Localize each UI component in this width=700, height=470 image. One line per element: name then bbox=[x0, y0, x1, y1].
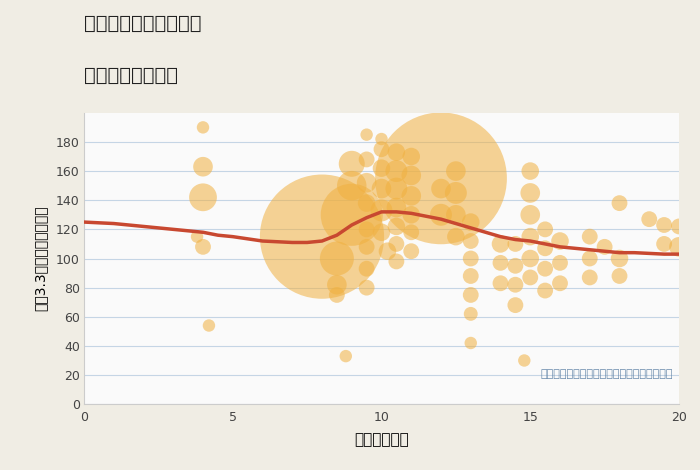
Point bbox=[525, 211, 536, 219]
Point bbox=[519, 357, 530, 364]
Point bbox=[316, 233, 328, 241]
Point bbox=[584, 233, 595, 241]
Point bbox=[346, 182, 357, 189]
Text: 円の大きさは、取引のあった物件面積を示す: 円の大きさは、取引のあった物件面積を示す bbox=[541, 369, 673, 379]
Point bbox=[406, 228, 417, 236]
Point bbox=[510, 301, 521, 309]
Point bbox=[361, 284, 372, 291]
Point bbox=[382, 247, 393, 255]
Point bbox=[465, 339, 476, 347]
Point bbox=[554, 237, 566, 245]
Point bbox=[673, 223, 685, 230]
Point bbox=[376, 135, 387, 143]
Point bbox=[361, 131, 372, 139]
Point bbox=[391, 204, 402, 212]
Y-axis label: 坪（3.3㎡）単価（万円）: 坪（3.3㎡）単価（万円） bbox=[34, 206, 48, 311]
Point bbox=[391, 167, 402, 175]
Point bbox=[540, 265, 551, 273]
Point bbox=[554, 280, 566, 287]
Point bbox=[376, 185, 387, 192]
Point bbox=[406, 247, 417, 255]
Point bbox=[659, 221, 670, 229]
Point bbox=[361, 226, 372, 233]
Point bbox=[406, 172, 417, 179]
Point bbox=[361, 265, 372, 273]
Point bbox=[510, 262, 521, 270]
Point bbox=[435, 211, 447, 219]
Point bbox=[391, 185, 402, 192]
Point bbox=[376, 228, 387, 236]
Point bbox=[435, 185, 447, 192]
Point bbox=[450, 189, 461, 196]
Point bbox=[346, 160, 357, 168]
Point bbox=[340, 352, 351, 360]
Point bbox=[450, 233, 461, 241]
Point bbox=[361, 179, 372, 187]
Point bbox=[465, 255, 476, 262]
Point bbox=[584, 274, 595, 281]
Text: 東京都小金井市緑町の: 東京都小金井市緑町の bbox=[84, 14, 202, 33]
Point bbox=[450, 211, 461, 219]
Point bbox=[495, 280, 506, 287]
Point bbox=[361, 243, 372, 251]
Point bbox=[406, 211, 417, 219]
Point bbox=[525, 167, 536, 175]
Point bbox=[435, 175, 447, 182]
Point bbox=[361, 156, 372, 163]
Point bbox=[376, 146, 387, 153]
Point bbox=[495, 240, 506, 248]
Point bbox=[376, 164, 387, 172]
Point bbox=[540, 226, 551, 233]
Point bbox=[599, 243, 610, 251]
Point bbox=[465, 272, 476, 280]
Point bbox=[540, 287, 551, 294]
Point bbox=[644, 215, 655, 223]
Point bbox=[192, 233, 203, 241]
Point bbox=[673, 243, 685, 251]
Point bbox=[406, 153, 417, 160]
Point bbox=[391, 223, 402, 230]
Point bbox=[391, 149, 402, 156]
Point bbox=[510, 281, 521, 289]
Point bbox=[614, 199, 625, 207]
Point bbox=[465, 310, 476, 318]
Point bbox=[406, 192, 417, 200]
Point bbox=[465, 291, 476, 299]
Point bbox=[659, 240, 670, 248]
Point bbox=[525, 255, 536, 262]
Point bbox=[197, 243, 209, 251]
Point bbox=[203, 322, 214, 329]
Text: 駅距離別土地価格: 駅距離別土地価格 bbox=[84, 66, 178, 85]
Point bbox=[614, 272, 625, 280]
Point bbox=[584, 255, 595, 262]
Point bbox=[525, 189, 536, 196]
Point bbox=[465, 218, 476, 226]
Point bbox=[450, 167, 461, 175]
Point bbox=[197, 163, 209, 171]
Point bbox=[495, 259, 506, 266]
Point bbox=[540, 244, 551, 252]
X-axis label: 駅距離（分）: 駅距離（分） bbox=[354, 432, 409, 447]
Point bbox=[554, 259, 566, 266]
Point bbox=[331, 281, 342, 289]
Point bbox=[361, 199, 372, 207]
Point bbox=[614, 255, 625, 262]
Point bbox=[197, 124, 209, 131]
Point bbox=[525, 233, 536, 241]
Point bbox=[376, 207, 387, 214]
Point bbox=[197, 194, 209, 201]
Point bbox=[391, 240, 402, 248]
Point bbox=[525, 274, 536, 281]
Point bbox=[510, 240, 521, 248]
Point bbox=[391, 258, 402, 265]
Point bbox=[331, 255, 342, 262]
Point bbox=[346, 211, 357, 219]
Point bbox=[331, 291, 342, 299]
Point bbox=[465, 237, 476, 245]
